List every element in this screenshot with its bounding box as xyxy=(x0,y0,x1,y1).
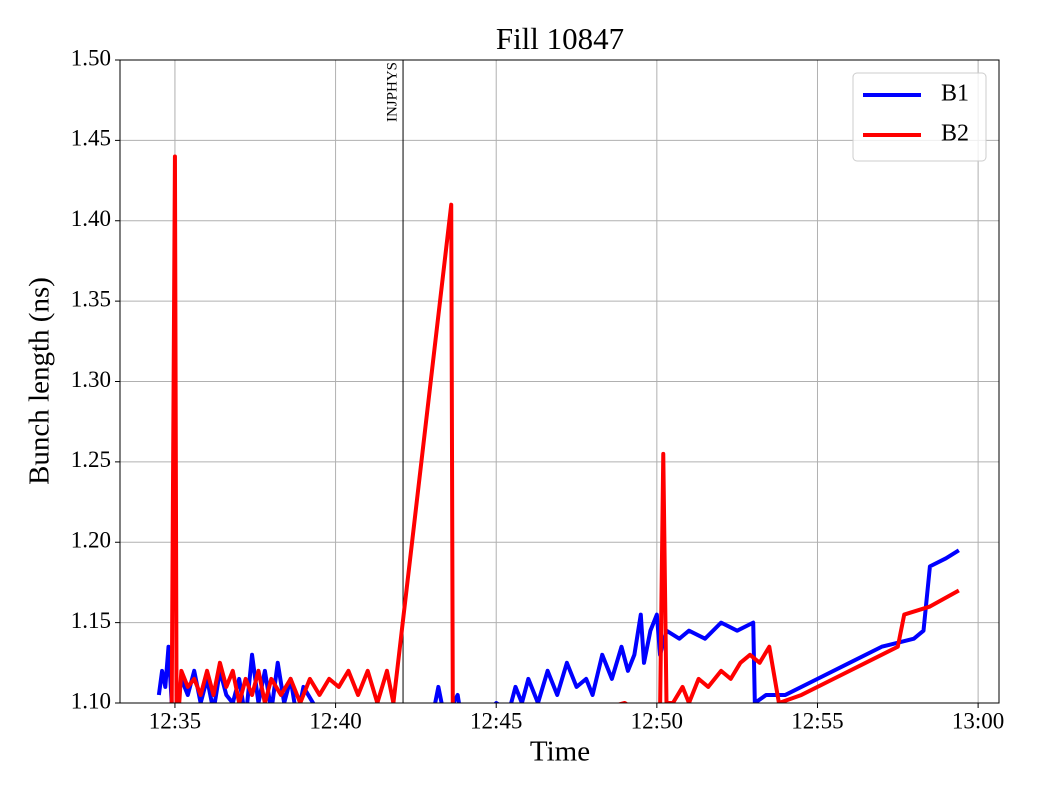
chart-title: Fill 10847 xyxy=(496,21,624,56)
legend-label: B1 xyxy=(941,81,969,107)
y-tick-label: 1.40 xyxy=(71,206,111,231)
y-tick-label: 1.10 xyxy=(71,688,111,713)
y-tick-label: 1.50 xyxy=(71,45,111,70)
plot-frame xyxy=(119,59,1000,704)
x-tick-label: 12:55 xyxy=(791,708,843,733)
y-axis-label: Bunch length (ns) xyxy=(24,277,56,485)
x-tick-label: 12:45 xyxy=(470,708,522,733)
y-tick-label: 1.35 xyxy=(71,286,111,311)
y-tick-label: 1.20 xyxy=(71,528,111,553)
y-tick-label: 1.15 xyxy=(71,608,111,633)
plot-area xyxy=(156,154,960,703)
series-line xyxy=(156,548,960,703)
y-tick-label: 1.30 xyxy=(71,367,111,392)
y-tick-label: 1.45 xyxy=(71,126,111,151)
x-axis-label: Time xyxy=(530,736,590,768)
y-tick-label: 1.25 xyxy=(71,447,111,472)
x-tick-label: 12:35 xyxy=(149,708,201,733)
legend-label: B2 xyxy=(941,121,969,147)
x-tick-label: 13:00 xyxy=(952,708,1004,733)
x-tick-label: 12:50 xyxy=(631,708,683,733)
annotation-label: INJPHYS xyxy=(384,62,400,122)
series-line xyxy=(169,154,960,703)
x-tick-label: 12:40 xyxy=(309,708,361,733)
